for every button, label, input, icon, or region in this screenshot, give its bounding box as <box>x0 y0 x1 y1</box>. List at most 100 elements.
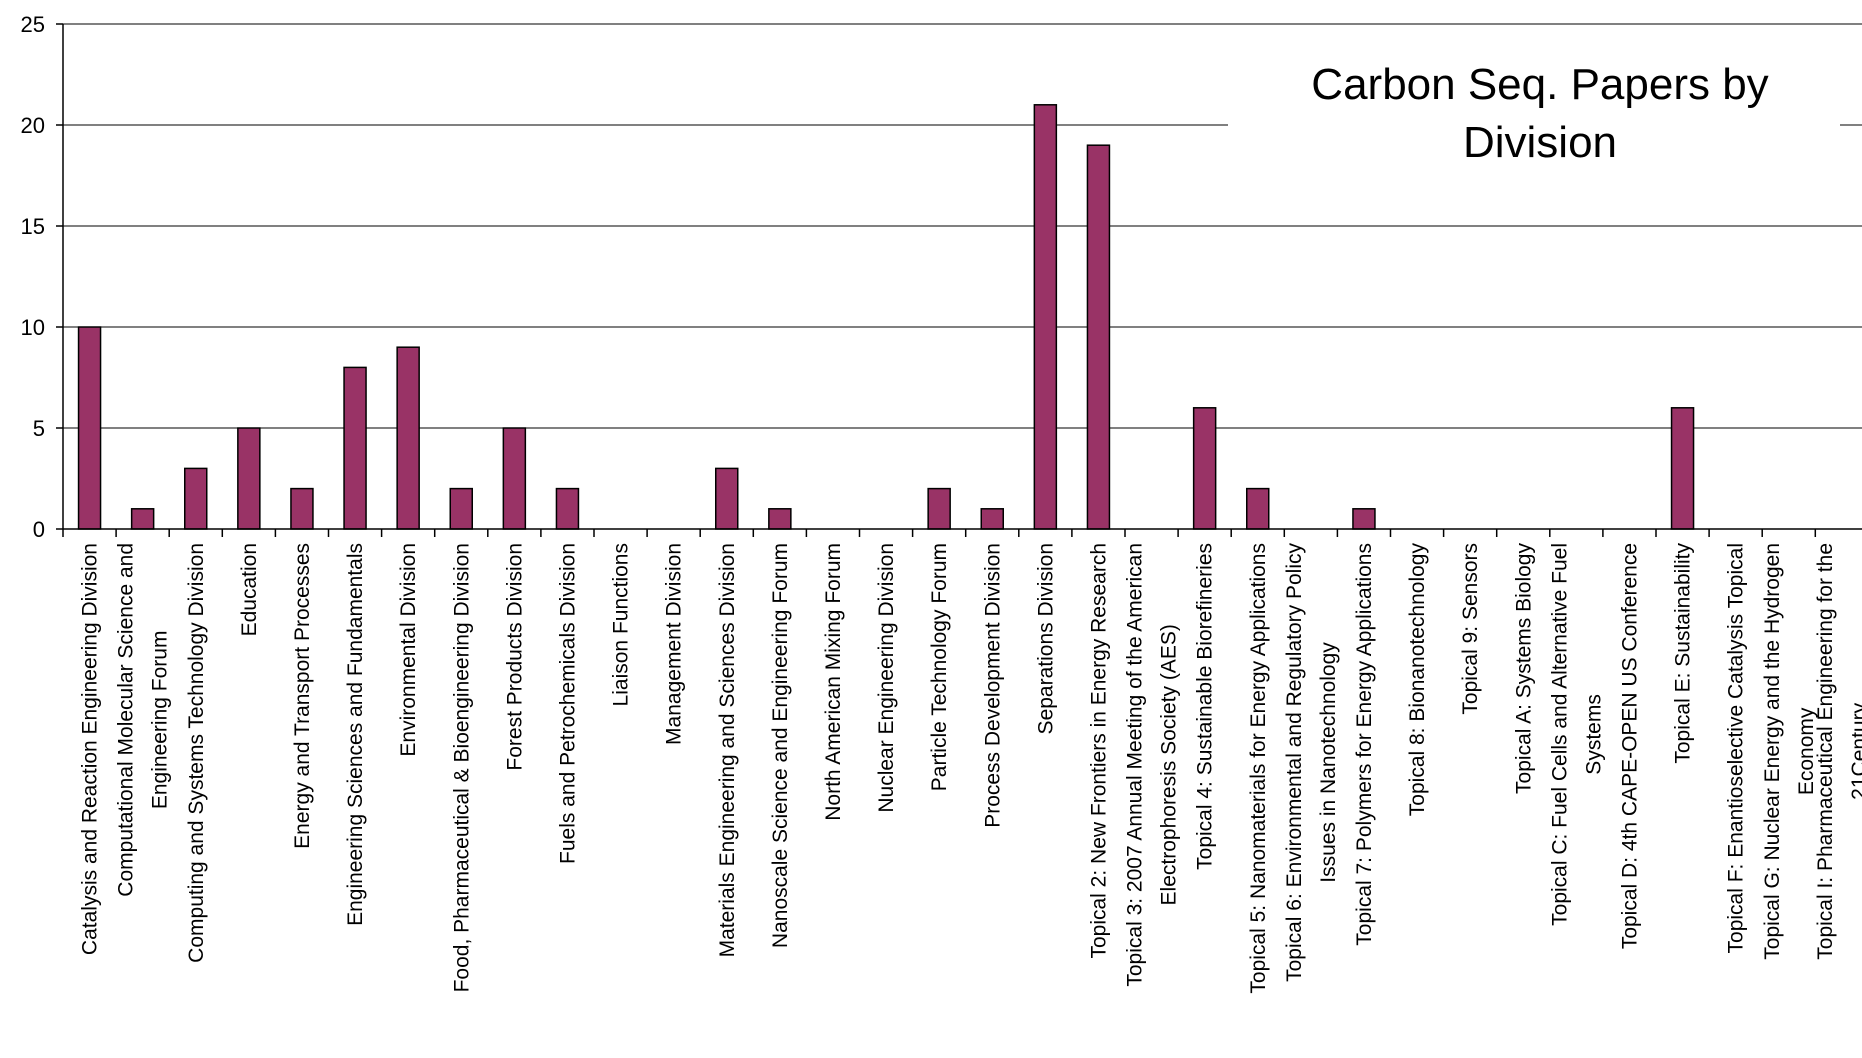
bar-7 <box>396 346 420 530</box>
svg-text:Materials Engineering and Scie: Materials Engineering and Sciences Divis… <box>716 543 739 957</box>
svg-text:Fuels and Petrochemicals Divis: Fuels and Petrochemicals Division <box>556 543 579 864</box>
svg-text:Engineering Sciences and Funda: Engineering Sciences and Fundamentals <box>344 543 367 926</box>
svg-text:Environmental Division: Environmental Division <box>397 543 420 757</box>
x-tick-label-2: Computational Molecular Science and Engin… <box>115 543 172 897</box>
svg-text:Topical 6: Environmental and R: Topical 6: Environmental and Regulatory … <box>1283 543 1340 982</box>
bar-14 <box>768 508 792 530</box>
svg-text:Food, Pharmaceutical & Bioengi: Food, Pharmaceutical & Bioengineering Di… <box>450 543 473 992</box>
x-tick-label-31: Topical E: Sustainability <box>1672 543 1695 764</box>
svg-text:North American Mixing Forum: North American Mixing Forum <box>822 543 845 821</box>
x-tick-label-34: Topical I: Pharmaceutical Engineering fo… <box>1814 543 1862 960</box>
svg-text:Topical D: 4th CAPE-OPEN US Co: Topical D: 4th CAPE-OPEN US Conference <box>1618 543 1641 949</box>
x-tick-label-33: Topical G: Nuclear Energy and the Hydrog… <box>1761 543 1818 960</box>
bar-1 <box>77 326 102 530</box>
bar-6 <box>343 366 367 530</box>
svg-text:Computational Molecular Scienc: Computational Molecular Science and Engin… <box>115 543 172 897</box>
x-tick-label-24: Topical 6: Environmental and Regulatory … <box>1283 543 1340 982</box>
svg-text:Separations Division: Separations Division <box>1034 543 1057 734</box>
y-tick-label-5: 5 <box>33 416 45 441</box>
bar-8 <box>449 487 473 530</box>
svg-text:Catalysis and Reaction Enginee: Catalysis and Reaction Engineering Divis… <box>79 543 102 955</box>
x-tick-label-12: Management Division <box>663 543 686 745</box>
x-tick-label-1: Catalysis and Reaction Engineering Divis… <box>79 543 102 955</box>
svg-text:Energy and Transport Processes: Energy and Transport Processes <box>291 543 314 849</box>
bar-18 <box>980 508 1004 530</box>
x-tick-label-11: Liaison Functions <box>610 543 633 706</box>
bar-20 <box>1086 144 1111 530</box>
svg-text:Topical A: Systems Biology: Topical A: Systems Biology <box>1512 543 1535 794</box>
bar-31 <box>1670 407 1695 530</box>
svg-text:Education: Education <box>238 543 261 636</box>
svg-text:Management Division: Management Division <box>663 543 686 745</box>
x-tick-label-14: Nanoscale Science and Engineering Forum <box>769 543 792 948</box>
svg-text:Topical 7: Polymers for Energy: Topical 7: Polymers for Energy Applicati… <box>1353 543 1376 946</box>
y-tick-label-0: 0 <box>33 517 45 542</box>
bar-9 <box>502 427 527 530</box>
svg-text:Forest Products Division: Forest Products Division <box>503 543 526 771</box>
y-tick-label-20: 20 <box>21 113 45 138</box>
svg-text:Topical E: Sustainability: Topical E: Sustainability <box>1672 543 1695 764</box>
svg-text:Topical 2: New Frontiers in En: Topical 2: New Frontiers in Energy Resea… <box>1087 543 1110 959</box>
x-tick-label-27: Topical 9: Sensors <box>1459 543 1482 715</box>
bar-2 <box>130 508 155 530</box>
y-tick-label-10: 10 <box>21 315 45 340</box>
x-tick-label-10: Fuels and Petrochemicals Division <box>556 543 579 864</box>
svg-text:Liaison Functions: Liaison Functions <box>610 543 633 706</box>
x-tick-label-17: Particle Technology Forum <box>928 543 951 791</box>
x-tick-label-28: Topical A: Systems Biology <box>1512 543 1535 794</box>
svg-text:Topical C: Fuel Cells and Alte: Topical C: Fuel Cells and Alternative Fu… <box>1548 543 1605 926</box>
x-tick-label-6: Engineering Sciences and Fundamentals <box>344 543 367 926</box>
y-tick-label-25: 25 <box>21 12 45 37</box>
axes <box>56 23 1862 537</box>
title-background <box>1228 40 1840 180</box>
x-tick-label-7: Environmental Division <box>397 543 420 757</box>
x-tick-label-32: Topical F: Enantioselective Catalysis To… <box>1725 543 1748 953</box>
svg-text:Topical 9: Sensors: Topical 9: Sensors <box>1459 543 1482 715</box>
x-tick-label-8: Food, Pharmaceutical & Bioengineering Di… <box>450 543 473 992</box>
x-tick-label-18: Process Development Division <box>981 543 1004 828</box>
bar-22 <box>1192 407 1217 530</box>
x-tick-label-15: North American Mixing Forum <box>822 543 845 821</box>
x-tick-label-3: Computing and Systems Technology Divisio… <box>185 543 208 963</box>
x-tick-label-21: Topical 3: 2007 Annual Meeting of the Am… <box>1124 543 1181 987</box>
bar-5 <box>290 487 314 530</box>
bar-13 <box>715 467 739 530</box>
x-tick-label-13: Materials Engineering and Sciences Divis… <box>716 543 739 957</box>
x-tick-label-16: Nuclear Engineering Division <box>875 543 898 813</box>
y-tick-labels: 0 5 10 15 20 25 <box>21 12 45 542</box>
svg-text:Particle Technology Forum: Particle Technology Forum <box>928 543 951 791</box>
bar-25 <box>1352 508 1376 530</box>
x-tick-label-20: Topical 2: New Frontiers in Energy Resea… <box>1087 543 1110 959</box>
svg-text:Process Development Division: Process Development Division <box>981 543 1004 828</box>
x-tick-label-26: Topical 8: Bionanotechnology <box>1406 543 1429 817</box>
x-tick-label-9: Forest Products Division <box>503 543 526 771</box>
chart-title: Carbon Seq. Papers by Division <box>1311 60 1768 167</box>
y-tick-label-15: 15 <box>21 214 45 239</box>
svg-text:Topical F: Enantioselective Ca: Topical F: Enantioselective Catalysis To… <box>1725 543 1748 953</box>
x-tick-label-23: Topical 5: Nanomaterials for Energy Appl… <box>1247 543 1270 994</box>
x-tick-label-30: Topical D: 4th CAPE-OPEN US Conference <box>1618 543 1641 949</box>
svg-text:Topical 5: Nanomaterials for E: Topical 5: Nanomaterials for Energy Appl… <box>1247 543 1270 994</box>
svg-text:Nanoscale Science and Engineer: Nanoscale Science and Engineering Forum <box>769 543 792 948</box>
svg-text:Topical 3: 2007 Annual Meeting: Topical 3: 2007 Annual Meeting of the Am… <box>1124 543 1181 987</box>
bar-3 <box>184 467 208 530</box>
svg-text:Computing and Systems Technolo: Computing and Systems Technology Divisio… <box>185 543 208 963</box>
svg-text:Topical 8: Bionanotechnology: Topical 8: Bionanotechnology <box>1406 543 1429 817</box>
bar-4 <box>237 427 261 530</box>
x-tick-label-19: Separations Division <box>1034 543 1057 734</box>
x-tick-label-22: Topical 4: Sustainable Biorefineries <box>1194 543 1217 870</box>
svg-text:Topical G: Nuclear Energy and: Topical G: Nuclear Energy and the Hydrog… <box>1761 543 1818 960</box>
x-tick-label-4: Education <box>238 543 261 636</box>
x-tick-label-25: Topical 7: Polymers for Energy Applicati… <box>1353 543 1376 946</box>
svg-text:Nuclear Engineering Division: Nuclear Engineering Division <box>875 543 898 813</box>
x-tick-label-5: Energy and Transport Processes <box>291 543 314 849</box>
bar-10 <box>555 487 580 530</box>
bar-17 <box>927 487 951 530</box>
bar-19 <box>1033 104 1058 530</box>
x-tick-labels: Catalysis and Reaction Engineering Divis… <box>79 543 1862 994</box>
x-tick-label-29: Topical C: Fuel Cells and Alternative Fu… <box>1548 543 1605 926</box>
svg-text:Topical I: Pharmaceutical Engi: Topical I: Pharmaceutical Engineering fo… <box>1814 543 1862 960</box>
svg-text:Topical 4: Sustainable Biorefi: Topical 4: Sustainable Biorefineries <box>1194 543 1217 870</box>
bar-23 <box>1246 487 1270 530</box>
